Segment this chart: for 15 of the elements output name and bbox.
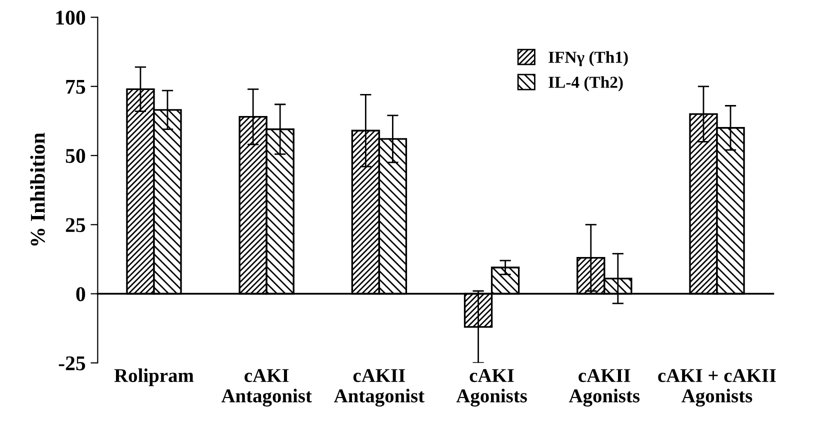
y-tick-label: 50: [66, 148, 86, 163]
legend-label: IFNγ (Th1): [548, 51, 628, 66]
y-tick-label: 75: [66, 80, 86, 94]
y-tick-label: 100: [56, 10, 86, 25]
y-tick-label: -25: [58, 356, 86, 370]
x-tick-label: cAKII Antagonist: [334, 369, 424, 407]
y-tick-label: 0: [76, 287, 86, 302]
y-axis-title: % Inhibition: [30, 132, 45, 246]
x-tick-label: cAKII Agonists: [568, 369, 640, 407]
x-tick-label: Rolipram: [114, 368, 194, 386]
legend-label: IL-4 (Th2): [548, 76, 623, 92]
x-tick-label: cAKI + cAKII Agonists: [658, 369, 776, 407]
x-tick-label: cAKI Antagonist: [221, 369, 312, 407]
x-tick-label: cAKI Agonists: [456, 369, 527, 407]
y-tick-label: 25: [66, 218, 86, 232]
